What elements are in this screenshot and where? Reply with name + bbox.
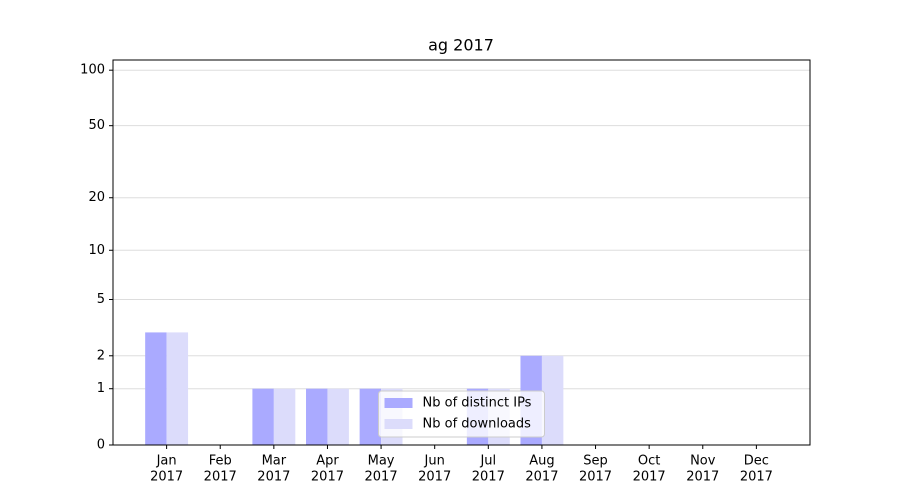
x-tick-label: Jun xyxy=(424,454,445,469)
legend-swatch xyxy=(384,398,413,408)
bar xyxy=(273,388,296,445)
x-tick-label: Mar xyxy=(262,454,287,469)
bar xyxy=(252,388,274,445)
bar xyxy=(327,388,349,445)
bar xyxy=(359,388,382,445)
y-tick-label: 100 xyxy=(80,63,105,78)
y-tick-label: 2 xyxy=(97,348,105,363)
bar xyxy=(306,388,328,445)
x-tick-label: Sep xyxy=(583,454,608,469)
x-tick-label: Apr xyxy=(316,454,339,469)
x-tick-label: Jul xyxy=(479,454,496,469)
x-tick-label: 2017 xyxy=(525,470,558,485)
x-tick-label: 2017 xyxy=(257,470,290,485)
x-tick-label: Oct xyxy=(638,454,660,469)
y-tick-label: 10 xyxy=(88,243,105,258)
x-tick-label: 2017 xyxy=(740,470,773,485)
bar xyxy=(166,332,189,445)
y-tick-label: 5 xyxy=(97,292,105,307)
x-tick-label: 2017 xyxy=(472,470,505,485)
legend-swatch xyxy=(384,419,413,429)
x-tick-label: Feb xyxy=(209,454,232,469)
bar xyxy=(541,355,564,445)
x-tick-label: 2017 xyxy=(579,470,612,485)
x-tick-label: 2017 xyxy=(633,470,666,485)
x-tick-label: Aug xyxy=(529,454,554,469)
x-tick-label: Jan xyxy=(156,454,177,469)
x-tick-label: Nov xyxy=(690,454,716,469)
plot-frame xyxy=(112,59,811,446)
bar xyxy=(145,332,167,445)
y-tick-label: 20 xyxy=(88,190,105,205)
x-tick-label: 2017 xyxy=(365,470,398,485)
legend-box xyxy=(378,390,545,438)
x-tick-label: 2017 xyxy=(418,470,451,485)
x-tick-label: 2017 xyxy=(686,470,719,485)
x-tick-label: Dec xyxy=(744,454,769,469)
chart-title: ag 2017 xyxy=(428,36,494,55)
y-tick-label: 0 xyxy=(97,438,105,453)
legend-label: Nb of downloads xyxy=(423,417,532,432)
y-tick-label: 1 xyxy=(97,381,105,396)
x-tick-label: 2017 xyxy=(311,470,344,485)
x-tick-label: 2017 xyxy=(204,470,237,485)
legend-label: Nb of distinct IPs xyxy=(423,396,532,411)
x-tick-label: May xyxy=(368,454,395,469)
x-tick-label: 2017 xyxy=(150,470,183,485)
y-tick-label: 50 xyxy=(88,118,105,133)
